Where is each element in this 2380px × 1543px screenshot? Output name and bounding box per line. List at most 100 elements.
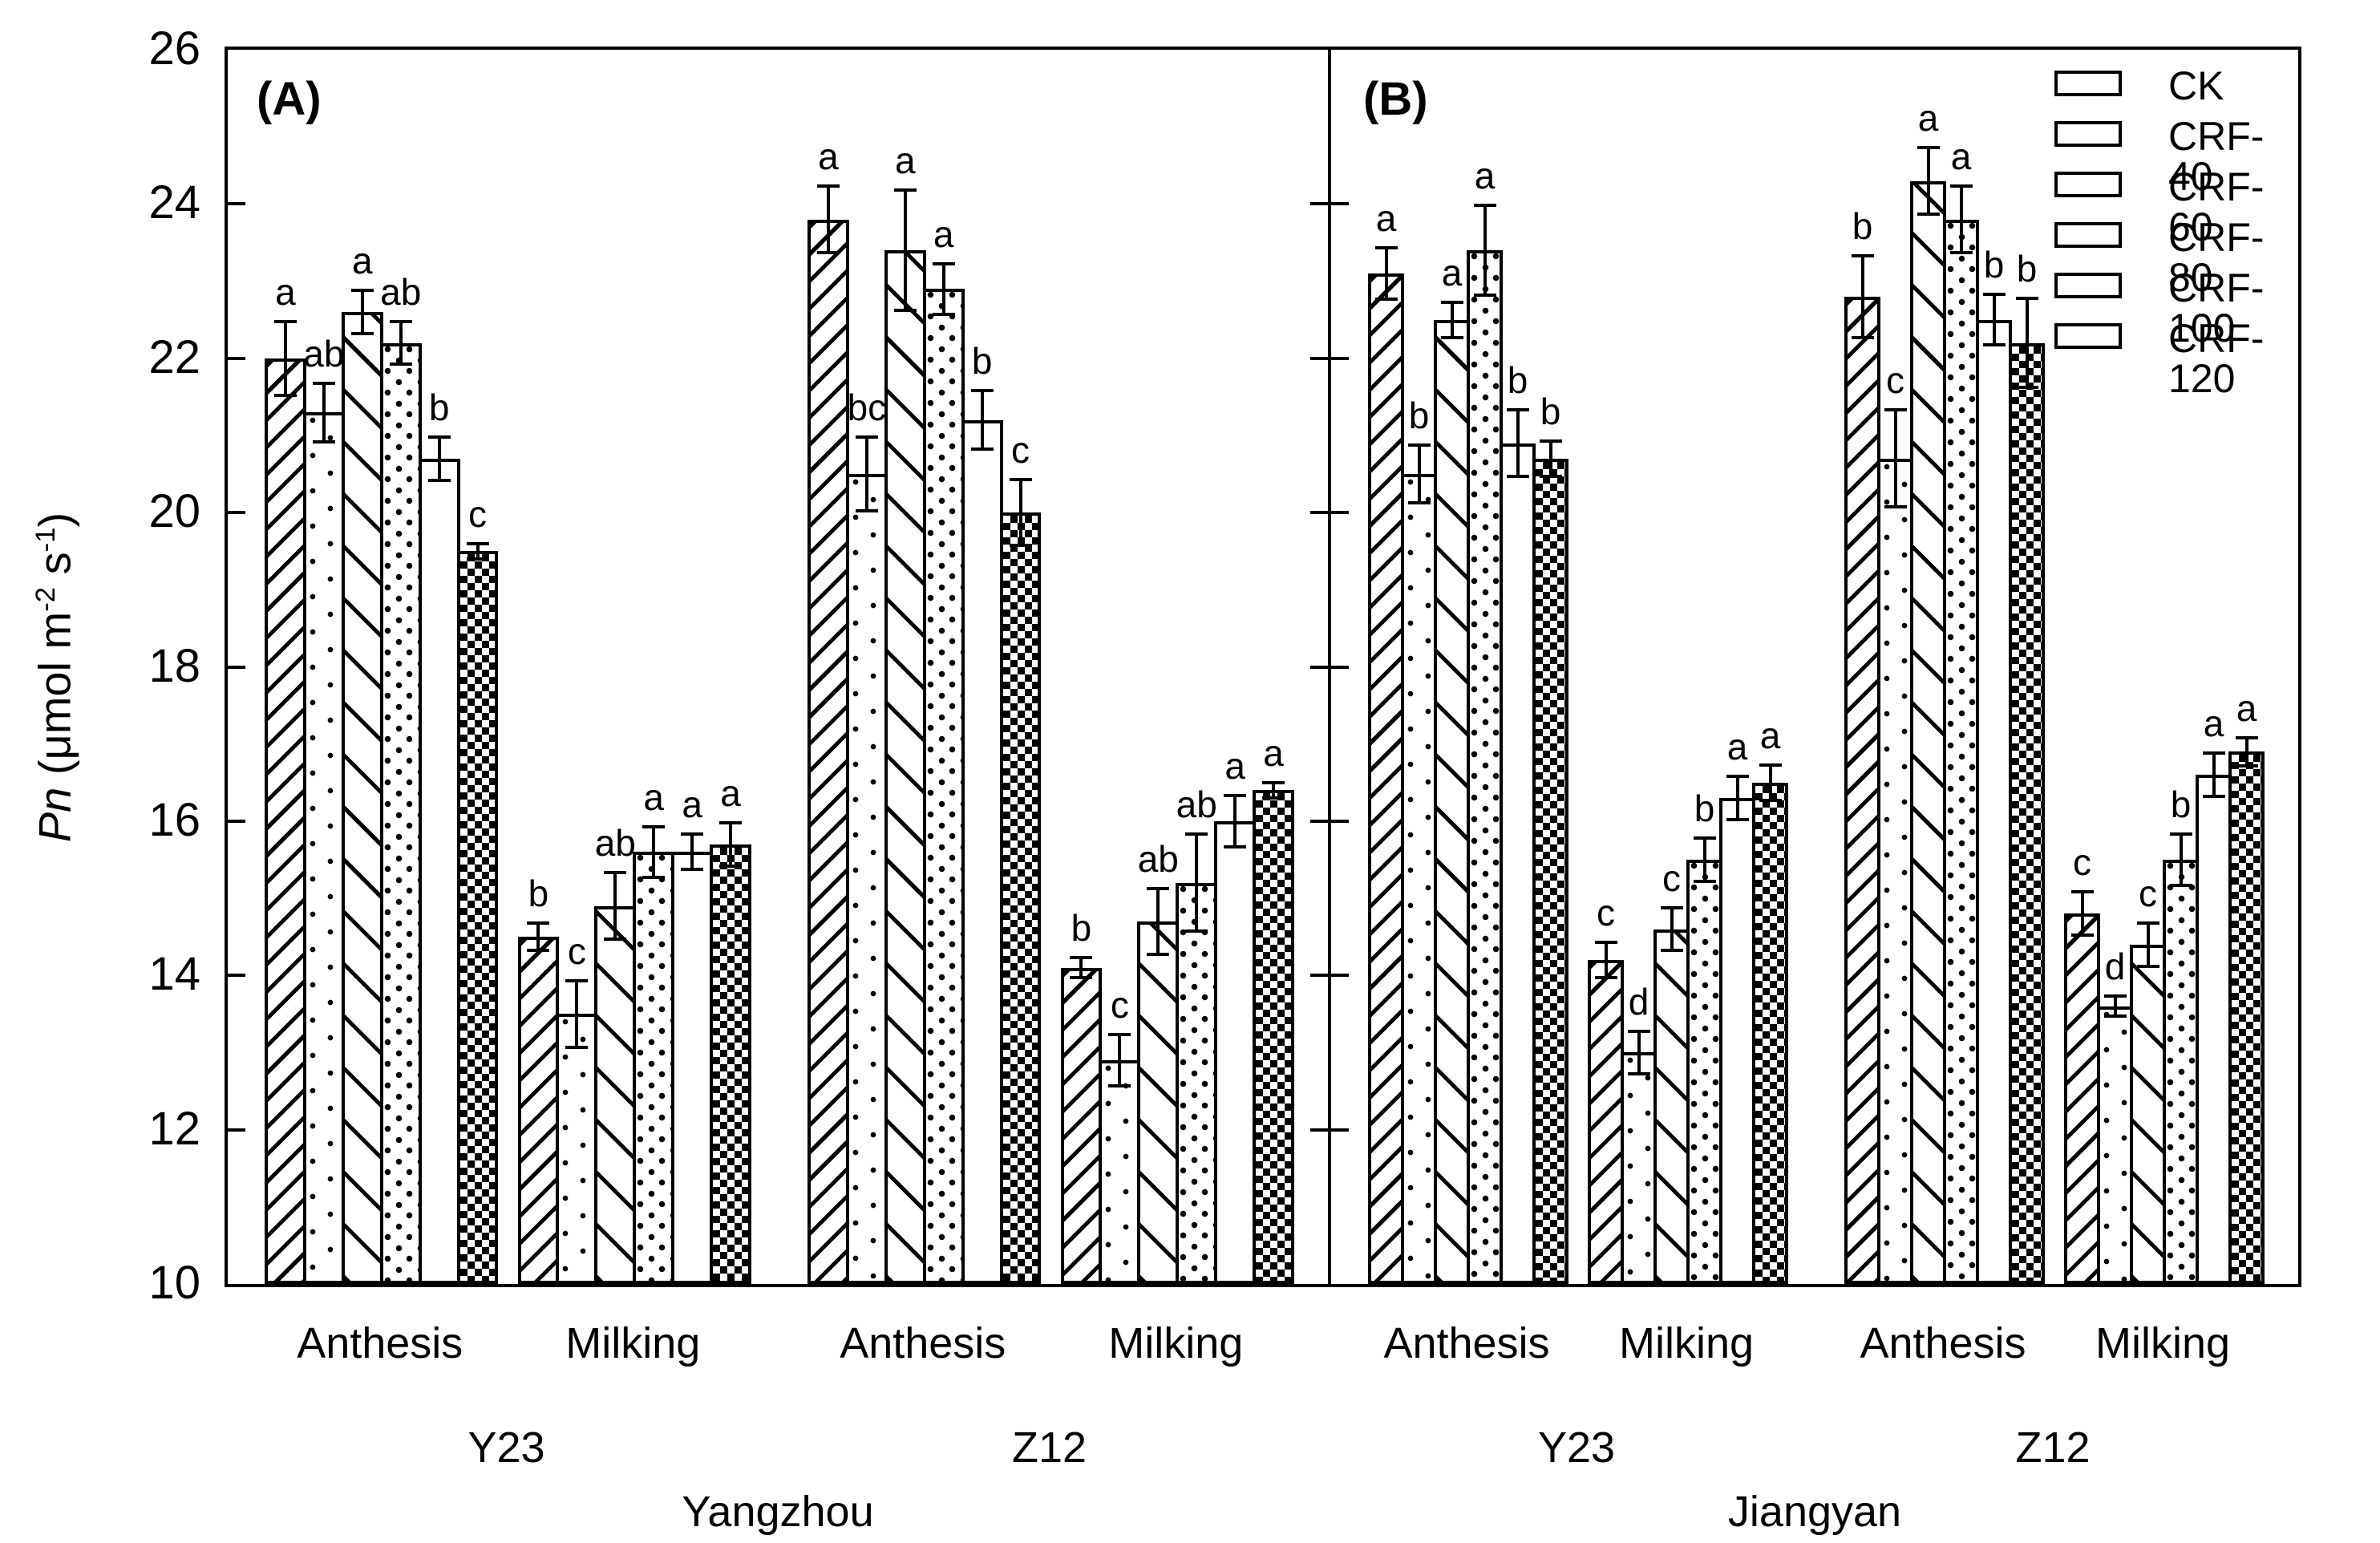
error-bar-cap-bottom xyxy=(1627,1072,1650,1076)
error-bar-cap-top xyxy=(389,319,412,323)
error-bar-cap-top xyxy=(1851,253,1874,257)
significance-letter: ab xyxy=(1137,837,1179,880)
significance-letter: a xyxy=(933,213,954,255)
significance-letter: ab xyxy=(1176,784,1217,826)
error-bar xyxy=(427,435,451,482)
significance-letter: a xyxy=(1224,745,1245,788)
error-bar-cap-top xyxy=(1262,780,1285,784)
bar-crf-80-y23-milking xyxy=(1686,859,1722,1284)
error-bar-stem xyxy=(690,832,694,872)
error-bar xyxy=(1982,292,2006,347)
bar-crf-80-y23-anthesis xyxy=(379,342,422,1284)
error-bar-cap-bottom xyxy=(2169,883,2192,887)
y-axis-variable: Pn xyxy=(29,787,80,843)
error-bar-cap-top xyxy=(565,979,589,983)
error-bar-stem xyxy=(1702,836,1706,883)
error-bar-cap-bottom xyxy=(2136,964,2159,968)
error-bar-stem xyxy=(1860,253,1864,339)
error-bar-cap-bottom xyxy=(1982,343,2006,347)
bar-crf-60-z12-milking xyxy=(2130,944,2166,1284)
error-bar-cap-top xyxy=(1374,246,1398,250)
bar-crf-120-y23-anthesis xyxy=(1532,458,1568,1284)
error-bar-stem xyxy=(283,319,287,397)
x-label-location: Yangzhou xyxy=(682,1488,874,1536)
error-bar-cap-bottom xyxy=(1884,505,1907,509)
significance-letter: c xyxy=(1886,359,1904,402)
bar-ck-y23-milking xyxy=(517,937,560,1284)
error-bar xyxy=(1726,775,1749,821)
error-bar-cap-top xyxy=(312,381,335,385)
error-bar xyxy=(1539,439,1562,478)
bar-crf-60-z12-anthesis xyxy=(884,250,926,1284)
significance-letter: c xyxy=(2073,841,2091,884)
crf60-swatch xyxy=(2054,172,2122,197)
error-bar-cap-top xyxy=(1147,886,1170,890)
error-bar-stem xyxy=(864,435,868,513)
error-bar-cap-bottom xyxy=(1594,976,1617,980)
error-bar-stem xyxy=(1272,780,1276,800)
error-bar xyxy=(1147,886,1170,957)
error-bar-cap-top xyxy=(1627,1029,1650,1033)
error-bar-stem xyxy=(1735,775,1739,821)
error-bar-stem xyxy=(1548,439,1552,478)
error-bar xyxy=(970,389,994,452)
error-bar-stem xyxy=(1637,1029,1641,1076)
y-tick xyxy=(1331,974,1349,978)
x-label-variety: Y23 xyxy=(1537,1424,1616,1472)
significance-letter: b xyxy=(2016,247,2038,290)
y-tick xyxy=(228,356,245,360)
error-bar-cap-top xyxy=(1407,443,1431,447)
error-bar-cap-top xyxy=(1473,204,1496,208)
error-bar-cap-bottom xyxy=(1185,929,1208,933)
error-bar-cap-bottom xyxy=(2235,763,2258,767)
bar-crf-40-z12-anthesis xyxy=(1877,458,1913,1284)
y-tick-label: 12 xyxy=(148,1102,200,1155)
error-bar-cap-bottom xyxy=(1759,798,1782,802)
error-bar-cap-top xyxy=(1185,832,1208,836)
bar-crf-120-z12-anthesis xyxy=(999,512,1042,1284)
bar-crf-120-z12-milking xyxy=(2228,751,2265,1284)
y-tick-label: 16 xyxy=(148,793,200,846)
error-bar-stem xyxy=(1604,940,1608,980)
error-bar xyxy=(1009,477,1032,548)
error-bar-cap-top xyxy=(2202,751,2225,755)
error-bar xyxy=(681,832,704,872)
significance-letter: a xyxy=(2203,703,2224,745)
error-bar-cap-top xyxy=(1982,292,2006,296)
significance-letter: a xyxy=(1726,726,1748,768)
significance-letter: a xyxy=(643,776,664,818)
panel-a-letter: (A) xyxy=(257,73,322,125)
error-bar-stem xyxy=(437,435,441,482)
error-bar-stem xyxy=(1156,886,1160,957)
bar-crf-120-y23-milking xyxy=(1752,782,1788,1284)
crf80-swatch xyxy=(2054,222,2122,248)
y-tick xyxy=(228,974,245,978)
error-bar-stem xyxy=(2212,751,2216,798)
error-bar-stem xyxy=(476,541,480,561)
error-bar-cap-top xyxy=(273,319,297,323)
significance-letter: c xyxy=(1110,984,1129,1027)
error-bar-cap-top xyxy=(1539,439,1562,443)
y-tick-divider xyxy=(1310,356,1328,360)
error-bar xyxy=(604,871,627,941)
error-bar xyxy=(1693,836,1716,883)
error-bar-stem xyxy=(1768,763,1772,802)
error-bar-cap-top xyxy=(2070,890,2094,894)
y-tick-label: 20 xyxy=(148,485,200,538)
legend-label: CRF-100 xyxy=(2168,265,2265,350)
error-bar-cap-bottom xyxy=(642,876,666,879)
bar-crf-100-y23-milking xyxy=(1719,798,1755,1284)
significance-letter: d xyxy=(2104,946,2126,988)
bar-crf-40-y23-milking xyxy=(1621,1052,1657,1284)
significance-letter: b xyxy=(428,386,450,428)
error-bar-cap-bottom xyxy=(1506,474,1529,478)
bar-ck-y23-anthesis xyxy=(1368,273,1404,1284)
error-bar xyxy=(719,820,743,868)
error-bar-cap-top xyxy=(2136,921,2159,925)
error-bar-stem xyxy=(575,979,579,1049)
bar-crf-80-z12-anthesis xyxy=(1943,219,1979,1284)
significance-letter: a xyxy=(351,240,373,282)
error-bar-cap-top xyxy=(642,824,666,828)
significance-letter: a xyxy=(1917,97,1939,140)
y-tick xyxy=(1331,819,1349,823)
